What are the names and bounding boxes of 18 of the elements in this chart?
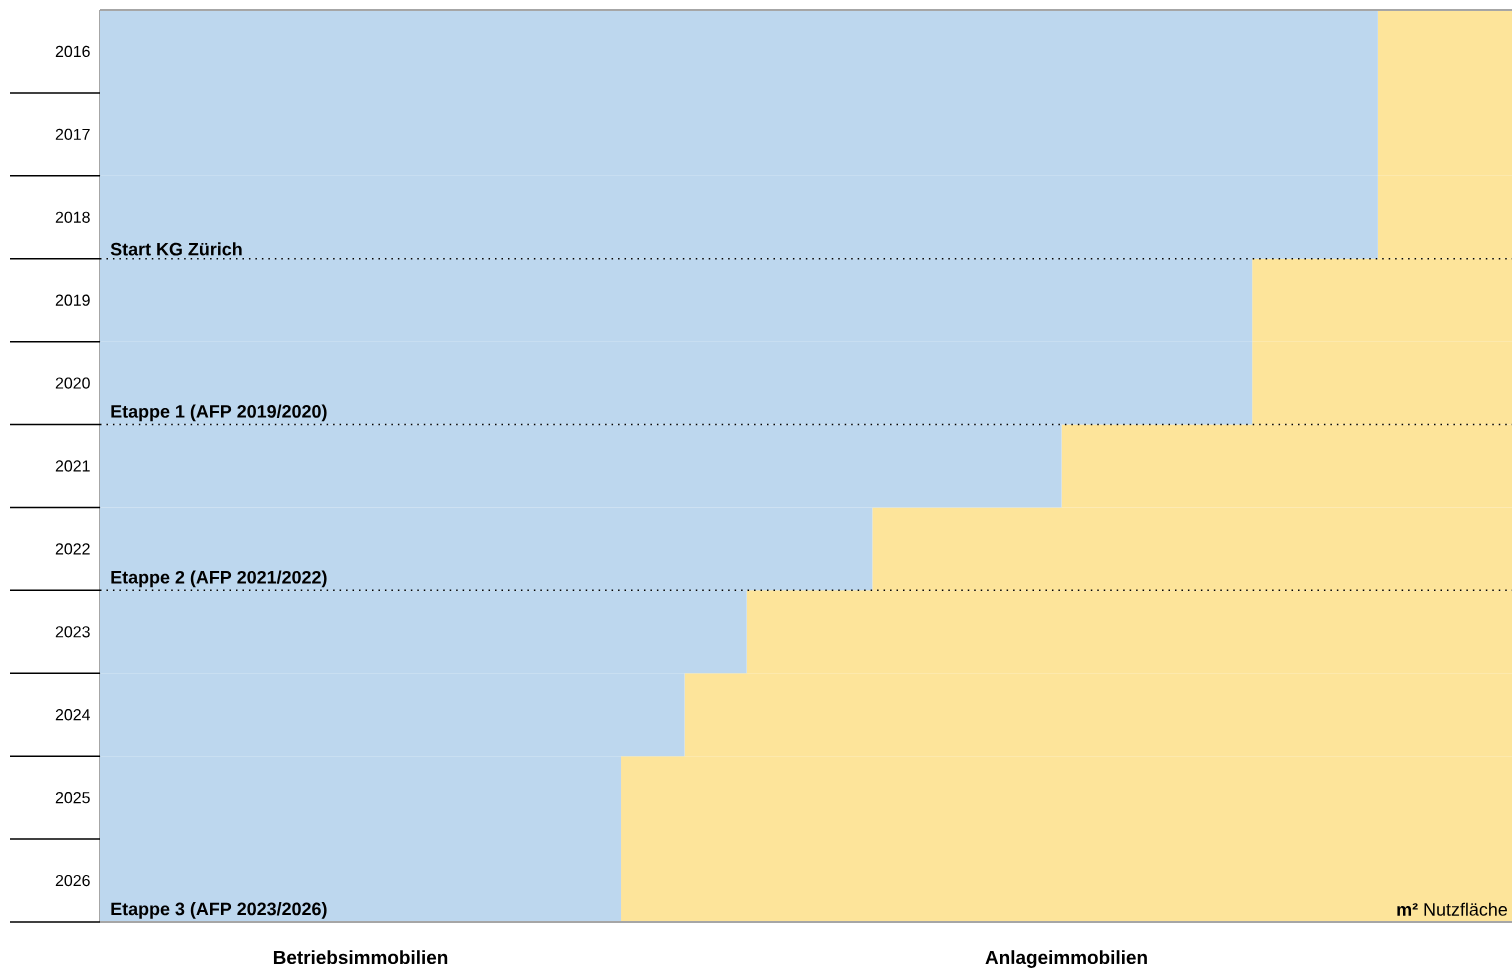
y-tick-label: 2023 — [55, 626, 90, 638]
annotation: Etappe 1 (AFP 2019/2020) — [111, 404, 327, 422]
series-label: Betriebsimmobilien — [273, 950, 448, 965]
y-tick-label: 2020 — [55, 377, 90, 389]
y-tick-label: 2024 — [55, 709, 91, 721]
y-tick-label: 2018 — [55, 211, 90, 223]
y-tick-label: 2017 — [55, 128, 90, 141]
y-tick-label: 2025 — [55, 792, 90, 804]
annotation: Start KG Zürich — [110, 242, 242, 256]
y-tick-label: 2022 — [55, 543, 90, 555]
y-tick-label: 2016 — [55, 45, 90, 58]
series-label: Anlageimmobilien — [985, 950, 1147, 968]
annotation: Etappe 2 (AFP 2021/2022) — [111, 570, 327, 588]
y-tick-label: 2021 — [55, 460, 90, 472]
x-axis-title: m² Nutzfläche — [1397, 902, 1507, 916]
y-tick-label: 2026 — [55, 874, 90, 887]
annotation: Etappe 3 (AFP 2023/2026) — [111, 902, 327, 919]
y-tick-label: 2019 — [55, 294, 90, 306]
